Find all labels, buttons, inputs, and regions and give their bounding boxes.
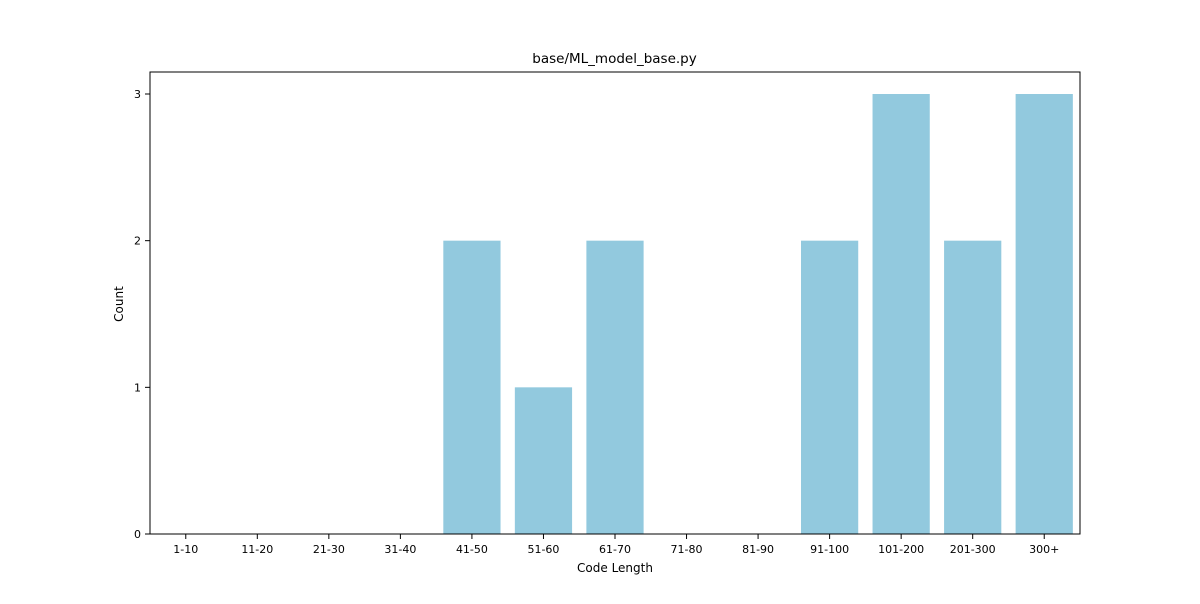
bar-91-100 bbox=[801, 241, 858, 534]
y-axis-label: Count bbox=[112, 286, 126, 322]
bar-51-60 bbox=[515, 387, 572, 534]
bar-101-200 bbox=[873, 94, 930, 534]
x-tick-label: 201-300 bbox=[950, 543, 996, 556]
bar-300+ bbox=[1016, 94, 1073, 534]
y-tick-label: 3 bbox=[134, 88, 141, 101]
x-tick-label: 71-80 bbox=[671, 543, 703, 556]
x-tick-label: 41-50 bbox=[456, 543, 488, 556]
bar-41-50 bbox=[443, 241, 500, 534]
x-axis-label: Code Length bbox=[577, 561, 653, 575]
bar-201-300 bbox=[944, 241, 1001, 534]
x-tick-label: 51-60 bbox=[527, 543, 559, 556]
y-axis: 0 1 2 3 bbox=[134, 88, 150, 541]
x-tick-label: 11-20 bbox=[241, 543, 273, 556]
x-tick-label: 300+ bbox=[1029, 543, 1059, 556]
x-axis: 1-10 11-20 21-30 31-40 41-50 51-60 61-70 71-80 8… bbox=[173, 534, 1059, 556]
x-tick-label: 31-40 bbox=[384, 543, 416, 556]
x-tick-label: 21-30 bbox=[313, 543, 345, 556]
x-tick-label: 81-90 bbox=[742, 543, 774, 556]
bars-group bbox=[443, 94, 1073, 534]
chart-title: base/ML_model_base.py bbox=[532, 51, 696, 67]
x-tick-label: 91-100 bbox=[810, 543, 849, 556]
y-tick-label: 1 bbox=[134, 381, 141, 394]
bar-61-70 bbox=[586, 241, 643, 534]
y-tick-label: 2 bbox=[134, 235, 141, 248]
x-tick-label: 61-70 bbox=[599, 543, 631, 556]
x-tick-label: 1-10 bbox=[173, 543, 198, 556]
y-tick-label: 0 bbox=[134, 528, 141, 541]
x-tick-label: 101-200 bbox=[878, 543, 924, 556]
